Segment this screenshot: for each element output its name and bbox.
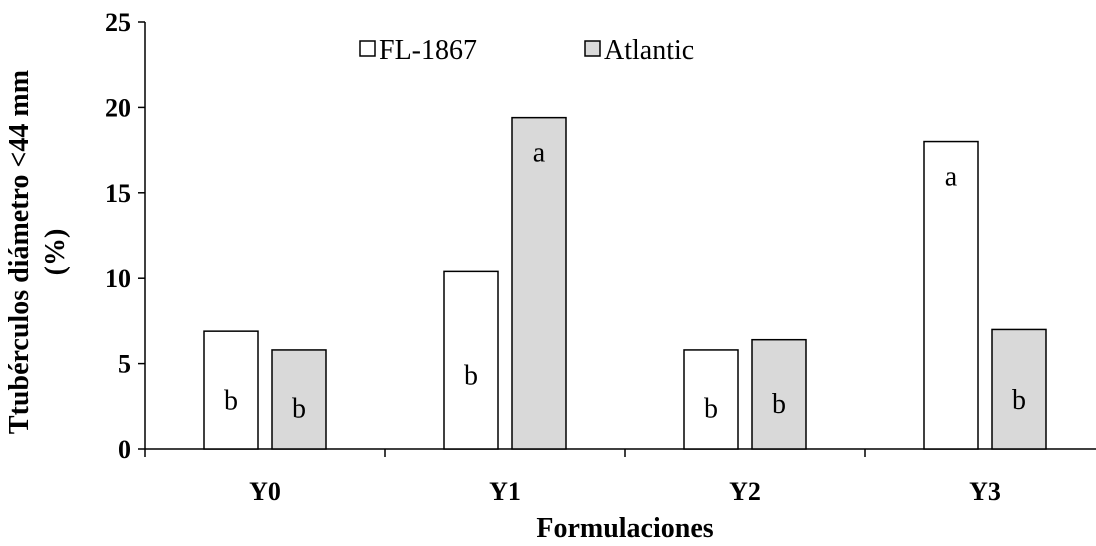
legend-swatch bbox=[359, 40, 376, 57]
significance-letter: b bbox=[772, 389, 786, 420]
x-tick-label: Y3 bbox=[969, 477, 1001, 506]
bar-fl-1867 bbox=[443, 270, 499, 450]
significance-letter: a bbox=[533, 138, 546, 169]
y-tick-label: 15 bbox=[105, 179, 131, 208]
bar-fl-1867 bbox=[923, 140, 979, 450]
significance-letter: b bbox=[224, 386, 238, 417]
bar-fl-1867 bbox=[203, 330, 259, 450]
legend-swatch bbox=[584, 40, 601, 57]
bar-atlantic bbox=[751, 338, 807, 450]
y-axis-title-line2: (%) bbox=[40, 229, 71, 276]
x-tick-label: Y1 bbox=[489, 477, 521, 506]
bar-atlantic bbox=[271, 349, 327, 450]
legend-label: FL-1867 bbox=[379, 35, 477, 66]
y-axis-title-line1: Ttubérculos diámetro <44 mm bbox=[4, 70, 35, 434]
bar-atlantic bbox=[511, 116, 567, 450]
y-tick-label: 5 bbox=[118, 350, 131, 379]
y-tick-label: 0 bbox=[118, 435, 131, 464]
y-tick-label: 20 bbox=[105, 93, 131, 122]
y-axis-title: Ttubérculos diámetro <44 mm (%) bbox=[4, 70, 71, 434]
significance-letter: b bbox=[464, 360, 478, 391]
x-tick-label: Y0 bbox=[249, 477, 281, 506]
bar-fl-1867 bbox=[683, 349, 739, 450]
y-tick-label: 25 bbox=[105, 8, 131, 37]
legend: FL-1867 Atlantic bbox=[359, 35, 694, 66]
x-tick-label: Y2 bbox=[729, 477, 761, 506]
significance-letter: b bbox=[704, 393, 718, 424]
x-axis-title: Formulaciones bbox=[536, 513, 713, 544]
y-tick-label: 10 bbox=[105, 264, 131, 293]
significance-letter: b bbox=[292, 393, 306, 424]
legend-label: Atlantic bbox=[604, 35, 694, 66]
bar-atlantic bbox=[991, 328, 1047, 450]
plot-area: 0 5 10 15 20 25 Y0 b b Y1 b a Y2 b b Y3 a b bbox=[105, 8, 1096, 506]
significance-letter: a bbox=[945, 162, 958, 193]
significance-letter: b bbox=[1012, 385, 1026, 416]
